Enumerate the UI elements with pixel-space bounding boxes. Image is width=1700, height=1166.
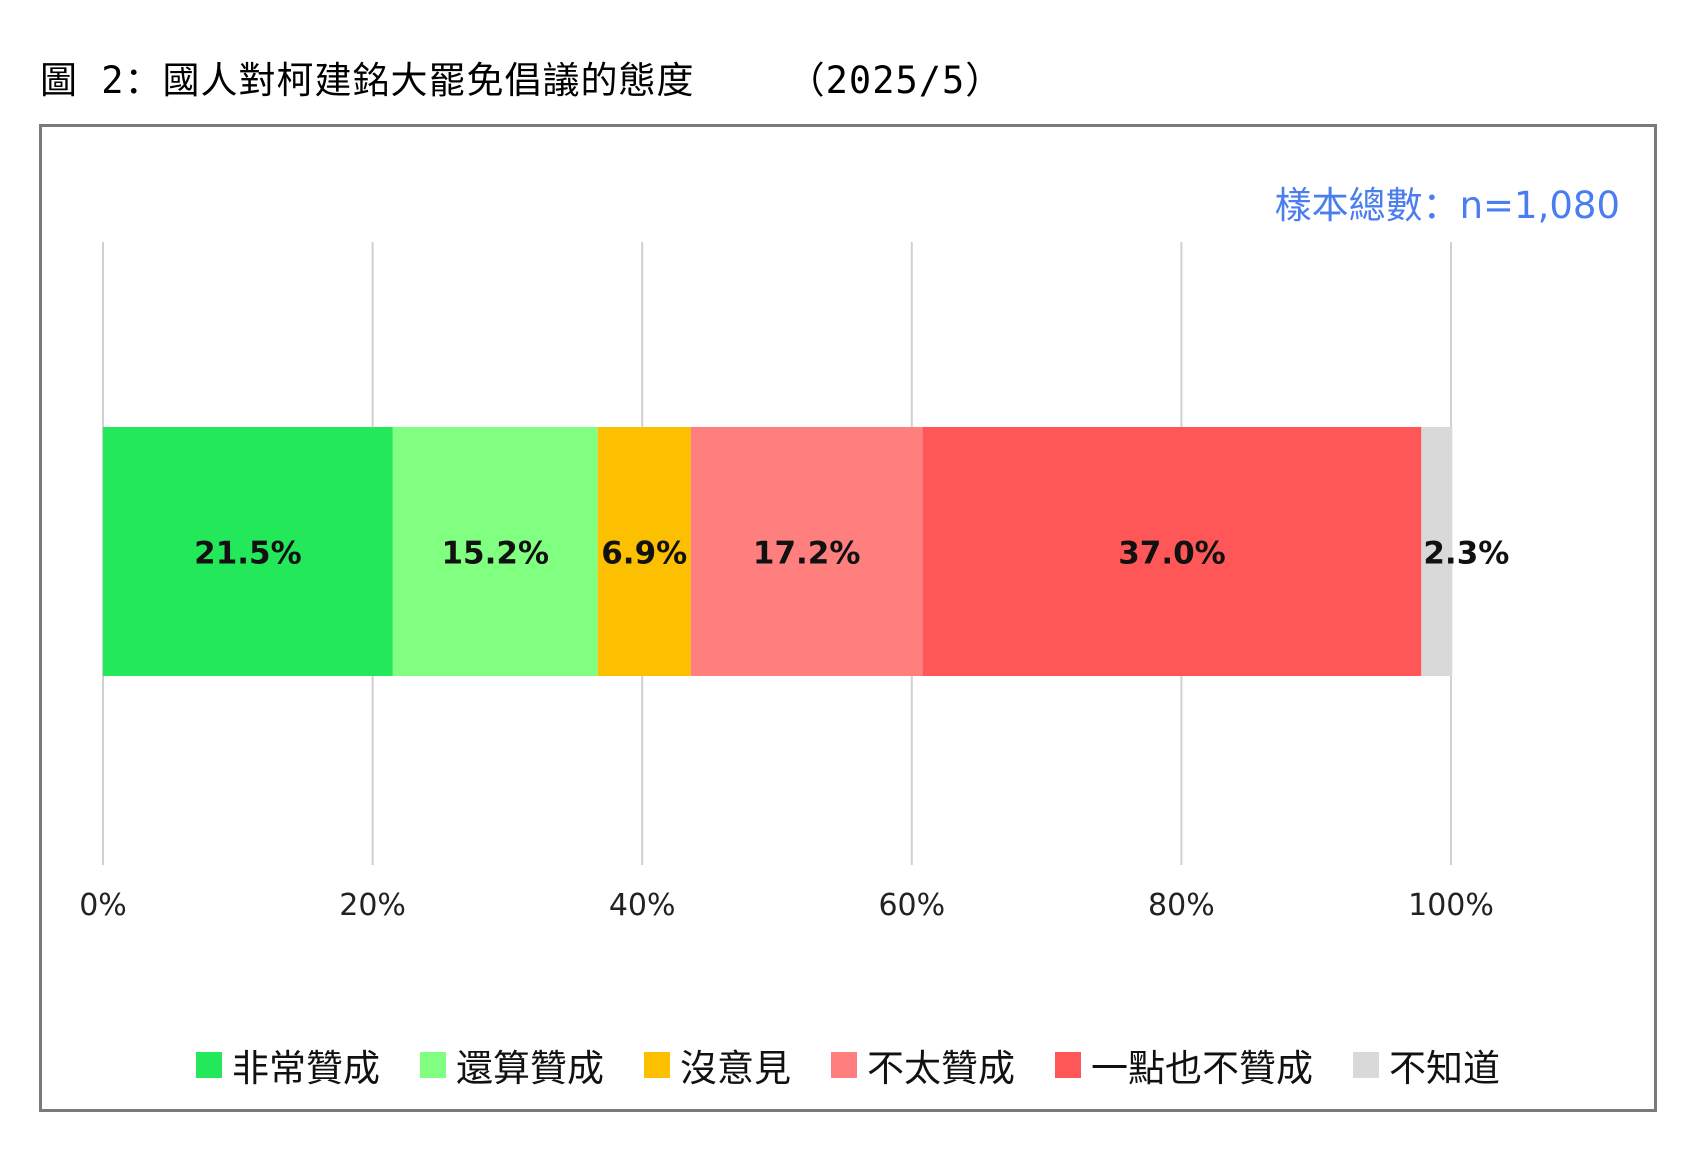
data-label: 17.2% [753,536,861,572]
figure-title: 圖 2：國人對柯建銘大罷免倡議的態度 （2025/5） [40,59,1004,102]
legend-item: 不太贊成 [831,1038,1015,1092]
legend-swatch [644,1052,670,1078]
x-tick-label: 40% [609,888,676,923]
legend-swatch [420,1052,446,1078]
x-tick-label: 0% [79,888,127,923]
legend-swatch [196,1052,222,1078]
legend-label: 沒意見 [680,1047,791,1090]
bar-segment [597,427,691,676]
data-labels: 21.5% 15.2% 6.9% 17.2% 37.0% 2.3% [194,536,1509,572]
bar-segment [103,427,393,676]
x-tick-label: 80% [1148,888,1215,923]
legend-label: 一點也不贊成 [1091,1047,1313,1090]
sample-size-note: 樣本總數：n=1,080 [1274,184,1620,227]
legend-label: 非常贊成 [232,1047,380,1090]
bar-segment [1421,427,1453,676]
legend-label: 還算贊成 [456,1047,604,1090]
x-tick-label: 20% [339,888,406,923]
stacked-bar-chart: 21.5% 15.2% 6.9% 17.2% 37.0% 2.3% 0% 20% 40% 60%… [79,242,1509,923]
legend-swatch [831,1052,857,1078]
chart-frame: 樣本總數：n=1,080 21.5% 15.2% 6.9% 17.2% 37.0% 2.3… [39,124,1657,1112]
bar-segment [922,427,1422,676]
legend-item: 不知道 [1353,1038,1500,1092]
legend-label: 不太贊成 [867,1047,1015,1090]
data-label: 2.3% [1423,536,1509,572]
x-tick-label: 60% [878,888,945,923]
legend-item: 非常贊成 [196,1038,380,1092]
legend-swatch [1353,1052,1379,1078]
x-axis-ticks: 0% 20% 40% 60% 80% 100% [79,888,1494,923]
data-label: 6.9% [601,536,687,572]
bar-segments [103,427,1453,676]
legend-item: 還算贊成 [420,1038,604,1092]
legend: 非常贊成 還算贊成 沒意見 不太贊成 一點也不贊成 不知道 [42,1037,1654,1093]
legend-swatch [1055,1052,1081,1078]
bar-segment [392,427,598,676]
data-label: 37.0% [1118,536,1226,572]
x-tick-label: 100% [1408,888,1494,923]
legend-item: 一點也不贊成 [1055,1038,1313,1092]
data-label: 21.5% [194,536,302,572]
legend-item: 沒意見 [644,1038,791,1092]
data-label: 15.2% [441,536,549,572]
legend-label: 不知道 [1389,1047,1500,1090]
bar-segment [690,427,923,676]
